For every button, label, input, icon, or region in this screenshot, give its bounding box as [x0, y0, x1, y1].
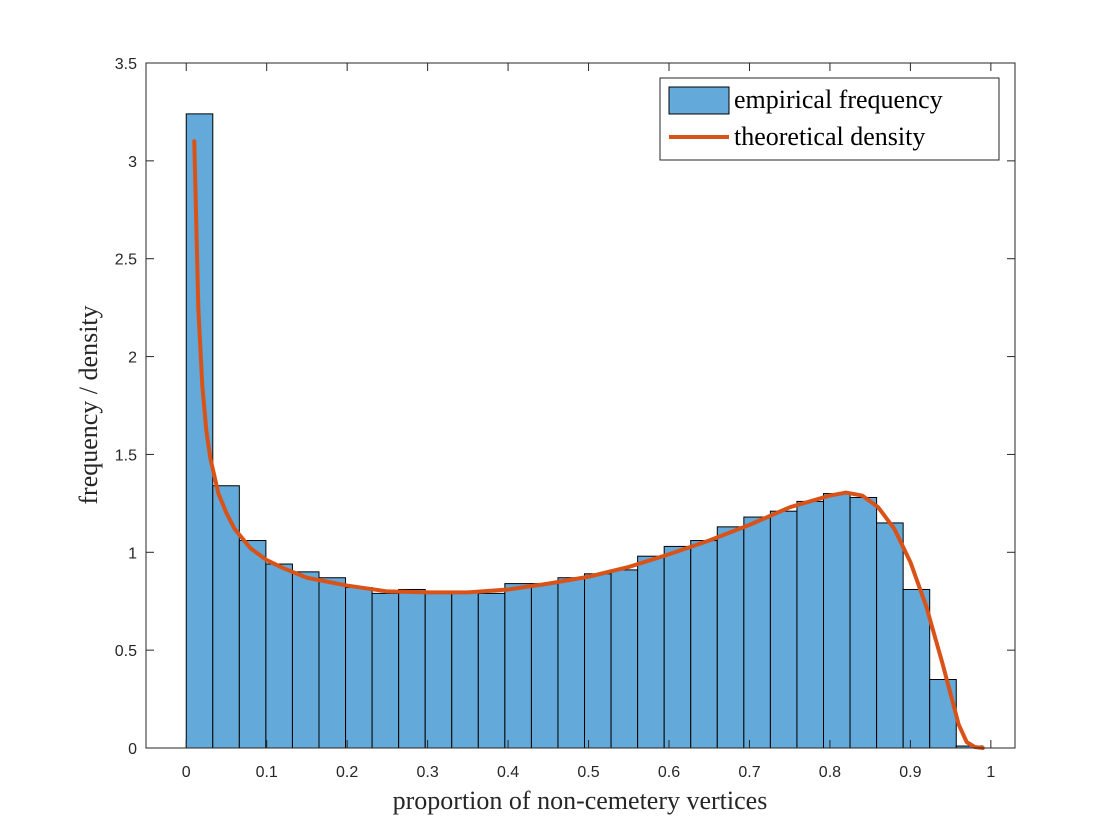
histogram-bar	[902, 588, 931, 749]
histogram-bar	[716, 526, 745, 749]
histogram-bar	[451, 590, 479, 749]
y-tick-label: 3.5	[115, 56, 137, 73]
histogram-bar	[212, 485, 240, 749]
x-tick-label: 0.5	[577, 764, 599, 781]
axis-ticks	[146, 62, 1015, 749]
histogram-bar	[371, 592, 400, 749]
legend-label-empirical: empirical frequency	[734, 85, 943, 114]
y-tick-label: 0.5	[115, 643, 137, 660]
x-tick-label: 0.9	[899, 764, 921, 781]
y-tick-label: 0	[128, 741, 137, 758]
y-tick-label: 1.5	[115, 447, 137, 464]
histogram-bar	[769, 510, 798, 749]
x-axis-label: proportion of non-cemetery vertices	[393, 786, 768, 815]
x-tick-label: 0.2	[336, 764, 358, 781]
histogram-bar	[504, 583, 532, 749]
x-tick-label: 1	[986, 764, 995, 781]
y-axis-label: frequency / density	[74, 305, 103, 504]
histogram-bar	[743, 516, 771, 749]
histogram-bar	[557, 577, 586, 749]
legend-swatch-empirical	[668, 86, 730, 115]
legend: empirical frequency theoretical density	[659, 77, 1000, 161]
x-tick-label: 0.6	[658, 764, 680, 781]
x-tick-label: 0.8	[819, 764, 841, 781]
y-tick-label: 3	[128, 154, 137, 171]
x-tick-label: 0	[182, 764, 191, 781]
histogram-bar	[477, 592, 506, 749]
histogram-bars	[185, 113, 984, 749]
y-tick-label: 2	[128, 350, 137, 367]
histogram-bar	[398, 588, 426, 749]
x-tick-label: 0.3	[416, 764, 438, 781]
histogram-bar	[822, 493, 851, 749]
histogram-bar	[876, 522, 904, 749]
histogram-bar	[185, 113, 214, 749]
histogram-bar	[424, 590, 453, 749]
histogram-bar	[584, 573, 612, 749]
legend-label-theoretical: theoretical density	[734, 122, 925, 151]
histogram-bar	[238, 540, 267, 749]
y-tick-label: 1	[128, 545, 137, 562]
histogram-bar	[318, 577, 347, 749]
histogram-bar	[345, 587, 373, 749]
x-tick-label: 0.7	[738, 764, 760, 781]
x-tick-label: 0.1	[256, 764, 278, 781]
histogram-bar	[610, 569, 639, 749]
axis-tick-labels: 0 0.1 0.2 0.3 0.4 0.5 0.6 0.7 0.8 0.9 1 0 0.5 1 1.5 2 2.…	[115, 56, 996, 781]
theoretical-density-line	[192, 139, 985, 750]
y-tick-label: 2.5	[115, 252, 137, 269]
histogram-bar	[929, 679, 957, 749]
histogram-bar	[849, 496, 878, 749]
histogram-bar	[291, 571, 320, 749]
histogram-bar	[796, 500, 824, 749]
density-curve-layer	[192, 139, 985, 750]
plot-area-frame	[145, 62, 1016, 749]
x-tick-label: 0.4	[497, 764, 519, 781]
histogram-bar	[663, 545, 692, 749]
histogram-bar	[690, 540, 718, 749]
histogram-bar	[265, 563, 293, 749]
histogram-bar	[637, 555, 665, 749]
histogram-bar	[530, 583, 559, 749]
